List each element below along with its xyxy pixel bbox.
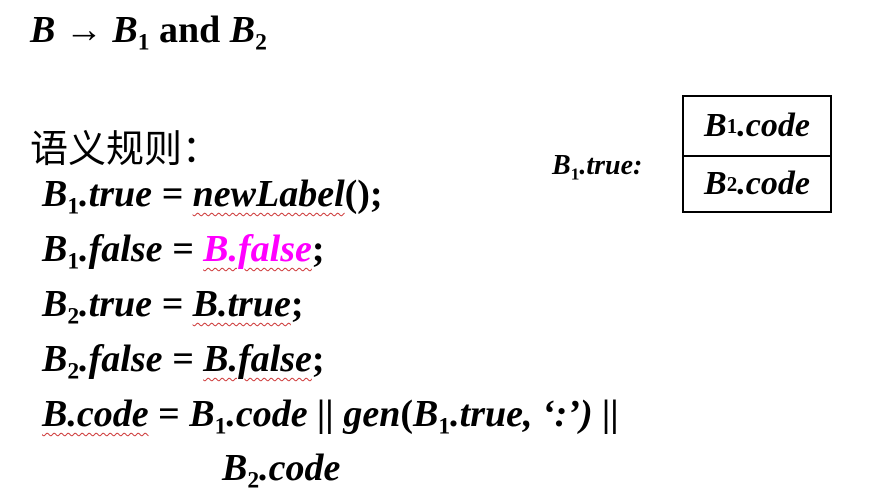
rule-5-lhs: B.code — [42, 393, 149, 435]
box-bot-sub: 2 — [726, 171, 738, 196]
box-bot-b: B — [704, 165, 727, 202]
box-bot-rest: .code — [737, 165, 810, 202]
rule-3-sub: 2 — [67, 303, 80, 330]
rule-5-code1: .code || — [226, 393, 344, 435]
rule-4-sub: 2 — [67, 358, 80, 385]
production-title: B → B1 and B2 — [30, 8, 267, 57]
rule-4-post: ; — [311, 338, 325, 380]
diagram-label-b: B — [552, 150, 571, 181]
rule-2: B1.false = B.false; — [42, 227, 325, 276]
rule-2-post: ; — [311, 228, 325, 270]
semantic-rules-label: 语义规则： — [30, 127, 221, 171]
diagram-label-sub: 1 — [570, 164, 580, 184]
rule-5-sub1: 1 — [214, 413, 227, 440]
rule-1-sub: 1 — [67, 193, 80, 220]
rule-5-code2: .code — [259, 447, 341, 489]
rule-5-open: ( — [400, 393, 413, 435]
box-cell-b2-code: B 2 .code — [684, 155, 830, 213]
rule-1-b: B — [42, 173, 68, 215]
diagram-label: B1.true: — [552, 150, 642, 185]
rule-2-sub: 1 — [67, 248, 80, 275]
rule-3-val: B.true — [192, 283, 291, 325]
rule-2-highlight: B.false — [203, 228, 312, 270]
rule-5-gen: gen — [343, 393, 401, 435]
rule-5-continuation: B2.code — [222, 446, 340, 495]
rule-4-b: B — [42, 338, 68, 380]
rule-3-pre: .true = — [79, 283, 193, 325]
rule-1-post: (); — [344, 173, 383, 215]
code-layout-box: B 1 .code B 2 .code — [682, 95, 832, 213]
production-b1: B — [112, 9, 138, 51]
rule-5-b1: B — [189, 393, 215, 435]
rule-5-b2: B — [222, 447, 248, 489]
rule-1-pre: .true = — [79, 173, 193, 215]
rule-3: B2.true = B.true; — [42, 282, 304, 331]
box-top-b: B — [704, 107, 727, 144]
rule-4: B2.false = B.false; — [42, 337, 325, 386]
rule-5-eq: = — [148, 393, 190, 435]
production-lhs: B — [30, 9, 56, 51]
box-cell-b1-code: B 1 .code — [684, 97, 830, 157]
production-sub2: 2 — [255, 29, 267, 56]
production-b2: B — [229, 9, 256, 51]
rule-2-b: B — [42, 228, 68, 270]
box-top-rest: .code — [737, 107, 810, 144]
rule-2-pre: .false = — [79, 228, 204, 270]
rule-5: B.code = B1.code || gen(B1.true, ‘:’) || — [42, 392, 619, 441]
rule-1-func: newLabel — [192, 173, 345, 215]
production-and: and — [159, 9, 221, 51]
rule-4-pre: .false = — [79, 338, 204, 380]
rule-5-sub2: 2 — [247, 467, 260, 494]
rule-5-b1b: B — [413, 393, 439, 435]
arrow-icon: → — [64, 9, 103, 51]
rule-3-post: ; — [290, 283, 304, 325]
production-sub1: 1 — [137, 29, 150, 56]
rule-1: B1.true = newLabel(); — [42, 172, 383, 221]
box-top-sub: 1 — [726, 113, 738, 138]
rule-5-sub1b: 1 — [438, 413, 451, 440]
rule-4-val: B.false — [203, 338, 312, 380]
rule-3-b: B — [42, 283, 68, 325]
rule-5-mid: .true, ‘:’) || — [450, 393, 619, 435]
diagram-label-rest: .true: — [579, 150, 643, 181]
